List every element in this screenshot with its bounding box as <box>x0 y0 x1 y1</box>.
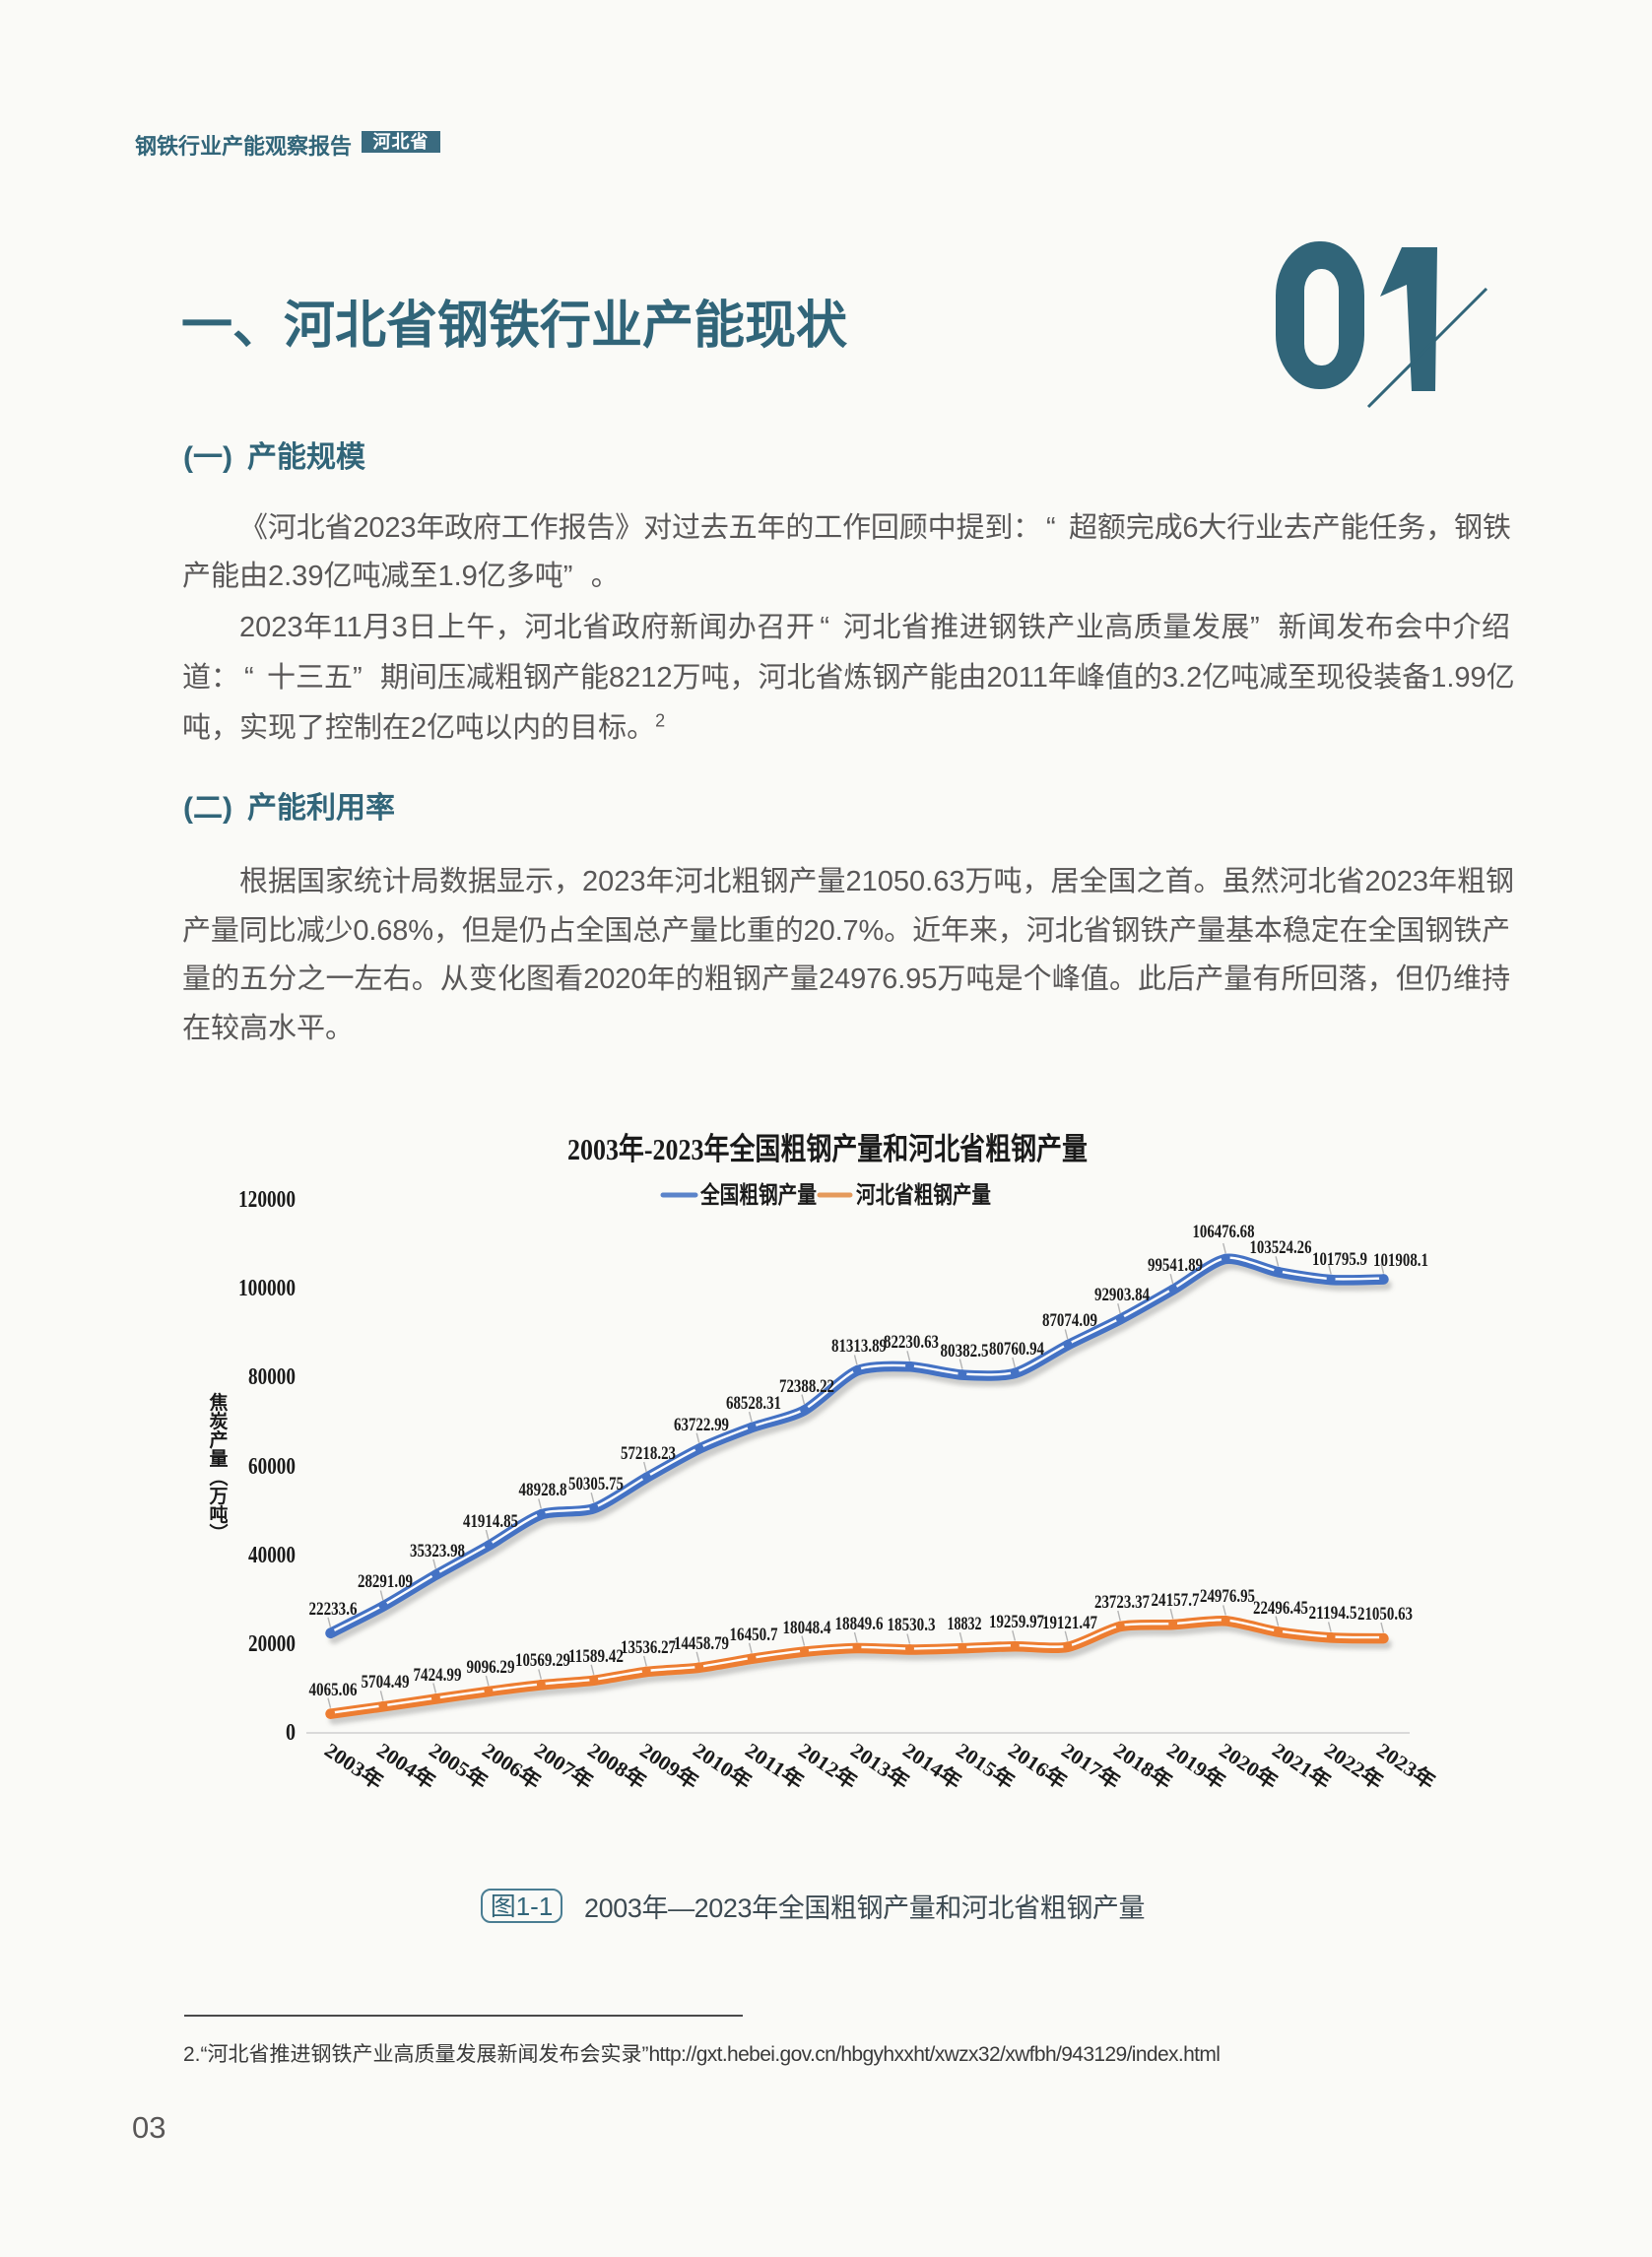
svg-text:106476.68: 106476.68 <box>1193 1222 1255 1242</box>
svg-text:24976.95: 24976.95 <box>1200 1586 1255 1607</box>
svg-text:80760.94: 80760.94 <box>989 1339 1044 1360</box>
svg-text:4065.06: 4065.06 <box>309 1680 358 1700</box>
svg-text:19259.97: 19259.97 <box>989 1612 1044 1632</box>
svg-text:全国粗钢产量: 全国粗钢产量 <box>699 1181 817 1209</box>
svg-text:2004年: 2004年 <box>372 1738 439 1794</box>
svg-text:101908.1: 101908.1 <box>1373 1250 1428 1271</box>
svg-text:7424.99: 7424.99 <box>414 1665 462 1686</box>
svg-text:20000: 20000 <box>248 1631 296 1657</box>
svg-text:87074.09: 87074.09 <box>1042 1310 1097 1331</box>
svg-text:35323.98: 35323.98 <box>410 1541 465 1561</box>
svg-text:2019年: 2019年 <box>1162 1738 1229 1794</box>
svg-text:2017年: 2017年 <box>1057 1738 1124 1794</box>
svg-text:21194.5: 21194.5 <box>1309 1603 1357 1624</box>
svg-text:16450.7: 16450.7 <box>730 1625 778 1645</box>
svg-text:101795.9: 101795.9 <box>1312 1249 1367 1270</box>
svg-text:41914.85: 41914.85 <box>463 1511 518 1532</box>
svg-text:2016年: 2016年 <box>1004 1738 1071 1794</box>
svg-text:120000: 120000 <box>238 1187 296 1213</box>
svg-text:22496.45: 22496.45 <box>1253 1598 1308 1619</box>
svg-text:2022年: 2022年 <box>1320 1738 1387 1794</box>
svg-text:10569.29: 10569.29 <box>515 1650 570 1671</box>
svg-text:18832: 18832 <box>948 1614 982 1634</box>
svg-text:14458.79: 14458.79 <box>674 1633 729 1654</box>
svg-text:18849.6: 18849.6 <box>835 1614 884 1634</box>
svg-text:23723.37: 23723.37 <box>1094 1592 1150 1613</box>
svg-text:48928.8: 48928.8 <box>519 1480 567 1500</box>
svg-text:24157.7: 24157.7 <box>1152 1590 1200 1611</box>
svg-text:0: 0 <box>286 1720 296 1746</box>
svg-text:2015年: 2015年 <box>952 1738 1019 1794</box>
svg-text:60000: 60000 <box>248 1454 296 1480</box>
svg-text:13536.27: 13536.27 <box>621 1637 676 1658</box>
svg-text:80382.5: 80382.5 <box>941 1341 989 1361</box>
svg-text:72388.22: 72388.22 <box>779 1376 834 1397</box>
svg-text:2011年: 2011年 <box>741 1738 808 1794</box>
svg-text:21050.63: 21050.63 <box>1357 1604 1413 1625</box>
svg-text:2018年: 2018年 <box>1109 1738 1176 1794</box>
svg-text:2014年: 2014年 <box>898 1738 965 1794</box>
svg-text:2006年: 2006年 <box>478 1738 545 1794</box>
svg-text:2013年: 2013年 <box>846 1738 913 1794</box>
svg-text:57218.23: 57218.23 <box>621 1443 676 1464</box>
svg-text:81313.89: 81313.89 <box>831 1336 887 1357</box>
svg-text:22233.6: 22233.6 <box>309 1599 358 1620</box>
svg-text:82230.63: 82230.63 <box>884 1332 939 1353</box>
svg-text:40000: 40000 <box>248 1543 296 1568</box>
svg-text:19121.47: 19121.47 <box>1042 1613 1097 1633</box>
svg-text:2009年: 2009年 <box>635 1738 702 1794</box>
svg-text:63722.99: 63722.99 <box>674 1415 729 1435</box>
svg-text:2008年: 2008年 <box>583 1738 650 1794</box>
svg-text:2012年: 2012年 <box>794 1738 861 1794</box>
svg-text:68528.31: 68528.31 <box>726 1393 781 1414</box>
svg-text:50305.75: 50305.75 <box>568 1474 624 1494</box>
svg-text:2021年: 2021年 <box>1268 1738 1335 1794</box>
svg-text:92903.84: 92903.84 <box>1094 1285 1150 1305</box>
svg-text:103524.26: 103524.26 <box>1250 1237 1312 1258</box>
svg-text:2020年: 2020年 <box>1215 1738 1282 1794</box>
svg-text:河北省粗钢产量: 河北省粗钢产量 <box>856 1181 991 1209</box>
svg-text:2003年-2023年全国粗钢产量和河北省粗钢产量: 2003年-2023年全国粗钢产量和河北省粗钢产量 <box>567 1132 1088 1166</box>
svg-text:80000: 80000 <box>248 1364 296 1390</box>
svg-text:5704.49: 5704.49 <box>362 1672 410 1693</box>
svg-text:11589.42: 11589.42 <box>568 1646 624 1667</box>
svg-text:2005年: 2005年 <box>425 1738 492 1794</box>
svg-text:18048.4: 18048.4 <box>783 1618 831 1638</box>
svg-text:2007年: 2007年 <box>530 1738 597 1794</box>
svg-text:2010年: 2010年 <box>689 1738 756 1794</box>
svg-text:28291.09: 28291.09 <box>358 1571 413 1592</box>
svg-text:18530.3: 18530.3 <box>888 1615 936 1635</box>
svg-text:100000: 100000 <box>238 1276 296 1301</box>
svg-text:99541.89: 99541.89 <box>1148 1255 1203 1276</box>
svg-text:焦炭产量︵万吨︶: 焦炭产量︵万吨︶ <box>208 1391 228 1545</box>
svg-text:2003年: 2003年 <box>320 1738 387 1794</box>
svg-text:9096.29: 9096.29 <box>467 1657 515 1678</box>
svg-text:2023年: 2023年 <box>1372 1738 1439 1794</box>
